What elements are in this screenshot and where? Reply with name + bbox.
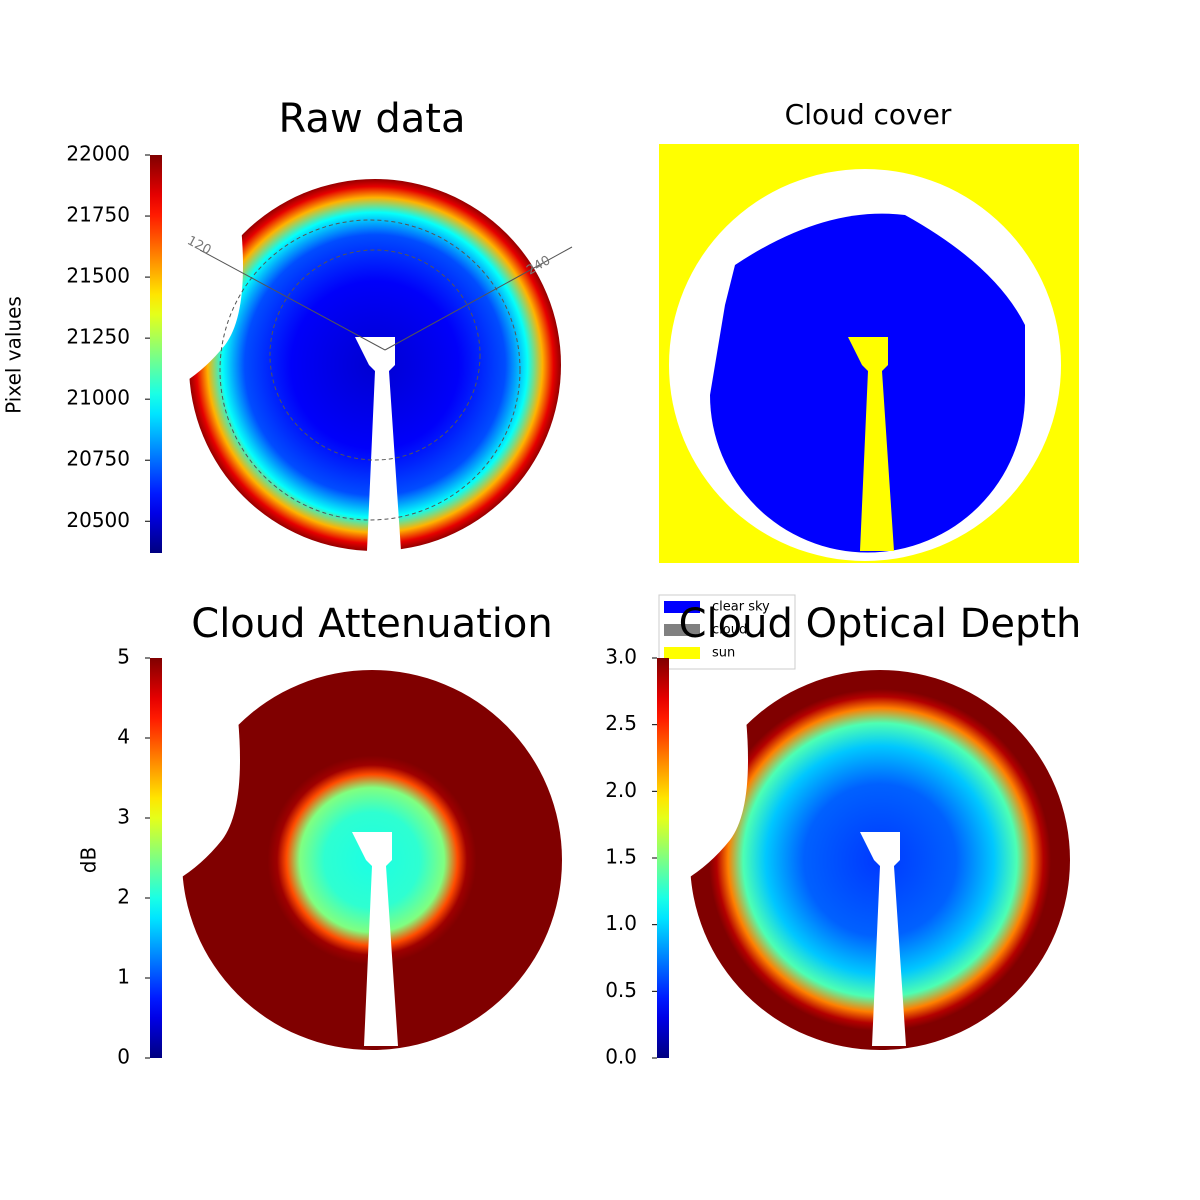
mast (860, 832, 906, 1046)
obstruction-mask (157, 670, 240, 880)
polar-axis (199, 249, 386, 351)
panel-title: Raw data (279, 96, 466, 142)
colorbar-tick-label: 0 (117, 1045, 130, 1069)
colorbar-tick-label: 3.0 (605, 645, 637, 669)
colorbar-tick-label: 1.0 (605, 911, 637, 935)
mast (352, 832, 398, 1046)
legend-label: clear sky (712, 600, 770, 615)
polar-grid (219, 219, 521, 521)
colorbar-tick-label: 1.5 (605, 845, 637, 869)
legend-swatch (664, 624, 700, 636)
panel-title: Cloud Optical Depth (679, 601, 1082, 647)
colorbar-tick-label: 4 (117, 725, 130, 749)
obstruction-mask (160, 179, 243, 385)
colorbar-tick-label: 22000 (66, 142, 130, 166)
colorbar (150, 155, 162, 553)
panel-title: Cloud cover (785, 98, 952, 131)
colorbar-tick-label: 21750 (66, 203, 130, 227)
colorbar-tick-label: 21250 (66, 325, 130, 349)
colorbar (150, 658, 162, 1058)
colorbar-tick-label: 2 (117, 885, 130, 909)
colorbar-tick-label: 2.0 (605, 778, 637, 802)
colorbar-tick-label: 0.0 (605, 1045, 637, 1069)
mast (848, 337, 894, 551)
colorbar-tick-label: 2.5 (605, 711, 637, 735)
panel-title: Cloud Attenuation (191, 601, 552, 647)
colorbar-tick-label: 0.5 (605, 978, 637, 1002)
legend-swatch (664, 601, 700, 613)
polar-label: 240 (524, 253, 553, 278)
colorbar-label: dB (77, 847, 101, 873)
colorbar-label: Pixel values (2, 296, 26, 414)
colorbar-tick-label: 21000 (66, 386, 130, 410)
polar-axis (384, 246, 573, 351)
colorbar-tick-label: 3 (117, 805, 130, 829)
legend-label: sun (712, 646, 735, 661)
colorbar-tick-label: 20750 (66, 447, 130, 471)
polar-grid (269, 249, 481, 461)
obstruction-mask (665, 670, 748, 880)
colorbar-tick-label: 20500 (66, 508, 130, 532)
legend-swatch (664, 647, 700, 659)
legend-label: cloud (712, 623, 747, 638)
colorbar-tick-label: 5 (117, 645, 130, 669)
colorbar (657, 658, 669, 1058)
colorbar-tick-label: 21500 (66, 264, 130, 288)
mast (355, 337, 401, 551)
colorbar-tick-label: 1 (117, 965, 130, 989)
